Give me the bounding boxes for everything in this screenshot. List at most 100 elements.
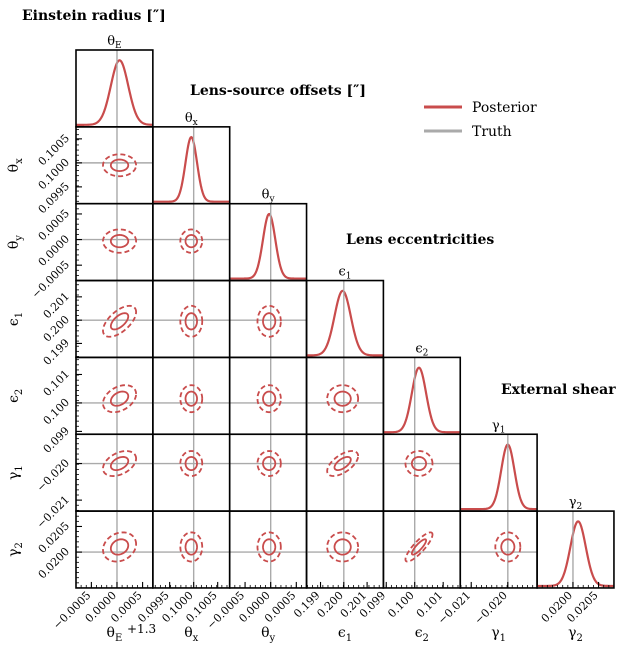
y-tick-label-5-1: −0.020 (34, 456, 72, 494)
group-title-eccentricities: Lens eccentricities (346, 232, 494, 248)
panel-3-1-contour-2sigma (179, 304, 204, 338)
diag-title-3: ϵ1 (338, 265, 351, 282)
x-axis-label-5: γ1 (491, 625, 506, 644)
panel-2-1-frame (152, 202, 231, 282)
panel-5-0-frame (75, 433, 154, 512)
group-title-offsets: Lens-source offsets [″] (190, 83, 366, 99)
panel-1-1-posterior-curve (152, 135, 230, 203)
panel-5-1-frame (152, 433, 231, 512)
diag-title-0: θE (107, 34, 121, 51)
diag-title-1: θx (185, 111, 198, 128)
panel-2-1-contour-2sigma (179, 228, 204, 254)
panel-4-3-contour-1sigma (333, 390, 352, 407)
panel-6-5-contour-1sigma (500, 538, 516, 556)
panel-4-0-contour-2sigma (102, 384, 138, 414)
x-tick-label-5-1: −0.020 (472, 589, 510, 627)
diag-title-2: θy (262, 188, 276, 205)
panel-5-4-contour-2sigma (404, 450, 434, 477)
panel-6-6-posterior-curve (537, 520, 614, 588)
panel-2-0-contour-2sigma (102, 228, 138, 254)
panel-0-0-posterior-curve (76, 59, 153, 126)
panel-6-4-contour-1sigma (410, 538, 427, 556)
y-tick-label-4-0: 0.099 (41, 424, 72, 455)
panel-5-3-contour-1sigma (333, 456, 352, 472)
panel-5-0-contour-1sigma (109, 456, 130, 472)
panel-2-1-contour-1sigma (184, 234, 198, 249)
panel-3-2-frame (228, 279, 308, 359)
panel-6-2-contour-2sigma (256, 531, 282, 563)
panel-6-4-contour-2sigma (404, 531, 434, 563)
panel-5-5-posterior-curve (460, 443, 538, 511)
x-axis-label-2: θy (261, 625, 275, 644)
panel-5-1-contour-1sigma (184, 456, 198, 472)
x-axis-label-3: ϵ1 (338, 625, 352, 644)
panel-3-3-posterior-curve (306, 289, 384, 357)
legend-posterior-label: Posterior (472, 100, 537, 116)
panel-4-1-contour-1sigma (184, 390, 198, 407)
panel-6-3-contour-2sigma (326, 531, 360, 563)
panel-4-3-contour-2sigma (326, 384, 360, 414)
panel-6-1-contour-1sigma (184, 538, 198, 556)
panel-6-2-frame (228, 510, 308, 589)
y-axis-label-5: γ1 (6, 465, 25, 480)
x-tick-label-4-1: 0.100 (385, 589, 416, 620)
panel-6-2-contour-1sigma (262, 538, 277, 556)
diag-title-6: γ2 (569, 495, 583, 512)
y-axis-label-6: γ2 (6, 542, 25, 557)
panel-5-3-contour-2sigma (326, 450, 360, 477)
panel-5-2-contour-2sigma (256, 450, 282, 477)
panel-5-2-frame (228, 433, 308, 512)
panel-1-0-frame (75, 126, 154, 205)
diag-title-4: ϵ2 (415, 341, 428, 358)
panel-5-1-contour-2sigma (179, 450, 204, 477)
y-axis-label-1: θx (6, 158, 25, 172)
group-title-external-shear: External shear (501, 382, 616, 398)
y-tick-label-4-2: 0.101 (41, 367, 72, 398)
panel-5-2-contour-1sigma (262, 456, 277, 472)
panel-2-2-posterior-curve (229, 212, 307, 280)
y-tick-label-4-1: 0.100 (41, 396, 72, 427)
panel-3-0-contour-1sigma (109, 312, 130, 331)
panel-6-1-contour-2sigma (179, 531, 204, 563)
panel-4-1-contour-2sigma (179, 384, 204, 414)
panel-5-4-frame (382, 433, 462, 512)
panel-4-3-frame (305, 356, 385, 436)
panel-4-4-frame (382, 356, 462, 436)
panel-6-0-frame (75, 510, 154, 589)
panel-3-2-contour-1sigma (262, 312, 277, 331)
panel-0-0-frame (75, 49, 154, 128)
panel-6-0-contour-1sigma (109, 538, 130, 556)
x-axis-label-4: ϵ2 (415, 625, 429, 644)
panel-4-1-frame (152, 356, 231, 436)
panel-3-1-frame (152, 279, 231, 359)
panel-5-0-contour-2sigma (102, 450, 138, 477)
x-axis-label-6: γ2 (568, 625, 583, 644)
panel-6-5-frame (459, 510, 538, 589)
panel-5-4-contour-1sigma (410, 456, 427, 472)
group-title-einstein-radius: Einstein radius [″] (22, 8, 166, 24)
panel-2-0-frame (75, 202, 154, 282)
y-axis-label-3: ϵ1 (6, 312, 25, 326)
x-axis-label-1: θx (184, 625, 198, 644)
panel-6-6-frame (536, 510, 615, 589)
y-tick-label-3-2: 0.201 (41, 290, 72, 321)
panel-5-5-frame (459, 433, 538, 512)
panel-1-0-contour-1sigma (109, 158, 130, 172)
panel-6-3-frame (305, 510, 385, 589)
panel-6-5-contour-2sigma (494, 531, 522, 563)
x-axis-label-0: θE (107, 625, 123, 644)
legend: Posterior Truth (424, 100, 537, 140)
y-axis-label-4: ϵ2 (6, 389, 25, 403)
panel-grid: θEθxθyϵ1ϵ2γ1γ2−0.00050.00000.0005θE0.099… (6, 34, 615, 644)
panel-4-2-frame (228, 356, 308, 436)
panel-3-0-contour-2sigma (102, 304, 138, 338)
diag-title-5: γ1 (492, 418, 506, 435)
legend-truth-label: Truth (472, 124, 512, 140)
panel-4-2-contour-1sigma (262, 390, 277, 407)
panel-4-4-posterior-curve (383, 366, 461, 434)
x-offset-label: +1.3 (127, 622, 156, 636)
y-axis-label-2: θy (6, 235, 25, 249)
panel-6-4-frame (382, 510, 462, 589)
panel-3-1-contour-1sigma (184, 312, 198, 331)
